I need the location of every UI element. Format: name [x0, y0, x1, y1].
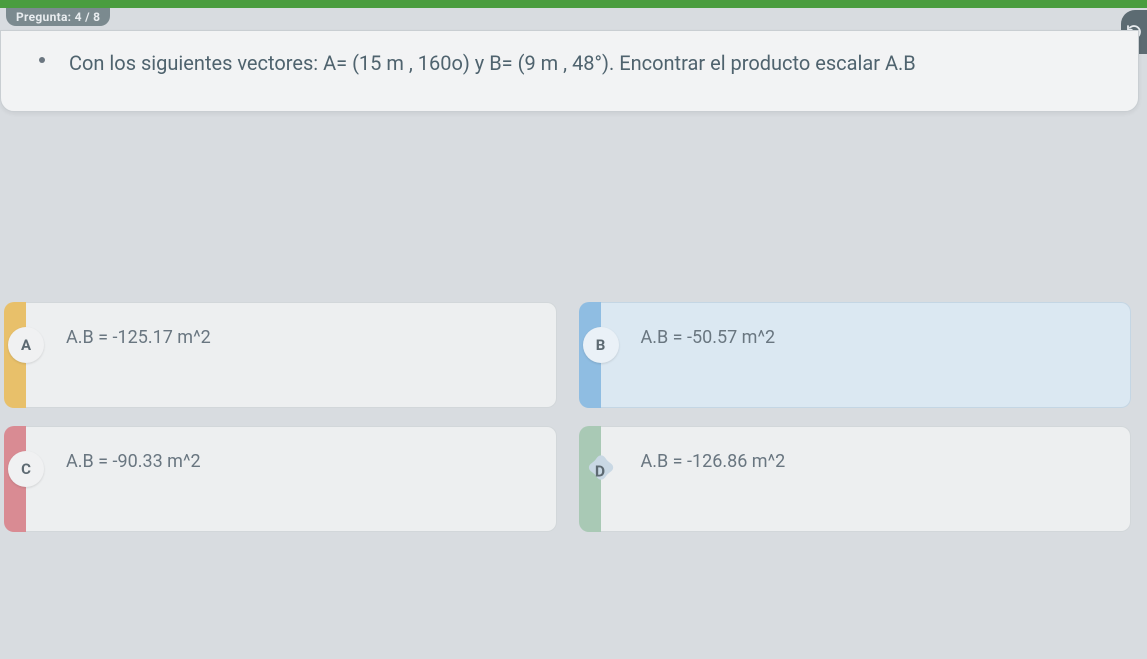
top-green-bar: [0, 0, 1147, 8]
answer-option-a[interactable]: A A.B = -125.17 m^2: [4, 302, 557, 408]
answer-body: D A.B = -126.86 m^2: [601, 426, 1132, 532]
badge-row: Pregunta: 4 / 8: [0, 8, 1147, 30]
answer-text-a: A.B = -125.17 m^2: [66, 327, 211, 348]
answer-text-c: A.B = -90.33 m^2: [66, 451, 201, 472]
answer-option-d[interactable]: D A.B = -126.86 m^2: [579, 426, 1132, 532]
answer-letter-a: A: [8, 327, 44, 363]
progress-badge: Pregunta: 4 / 8: [6, 8, 110, 26]
answer-body: A A.B = -125.17 m^2: [26, 302, 557, 408]
answer-letter-d: D: [594, 461, 604, 480]
spacer: [0, 112, 1147, 302]
answer-letter-c: C: [8, 451, 44, 487]
answer-body: C A.B = -90.33 m^2: [26, 426, 557, 532]
answers-grid: A A.B = -125.17 m^2 B A.B = -50.57 m^2 C…: [0, 302, 1147, 532]
bullet-icon: [39, 57, 45, 63]
answer-letter-b: B: [583, 327, 619, 363]
answer-option-b[interactable]: B A.B = -50.57 m^2: [579, 302, 1132, 408]
answer-text-b: A.B = -50.57 m^2: [641, 327, 776, 348]
answer-option-c[interactable]: C A.B = -90.33 m^2: [4, 426, 557, 532]
answer-body: B A.B = -50.57 m^2: [601, 302, 1132, 408]
question-card: Con los siguientes vectores: A= (15 m , …: [0, 30, 1139, 112]
question-text: Con los siguientes vectores: A= (15 m , …: [69, 49, 1114, 77]
answer-text-d: A.B = -126.86 m^2: [641, 451, 786, 472]
wrong-icon: D: [579, 449, 621, 491]
